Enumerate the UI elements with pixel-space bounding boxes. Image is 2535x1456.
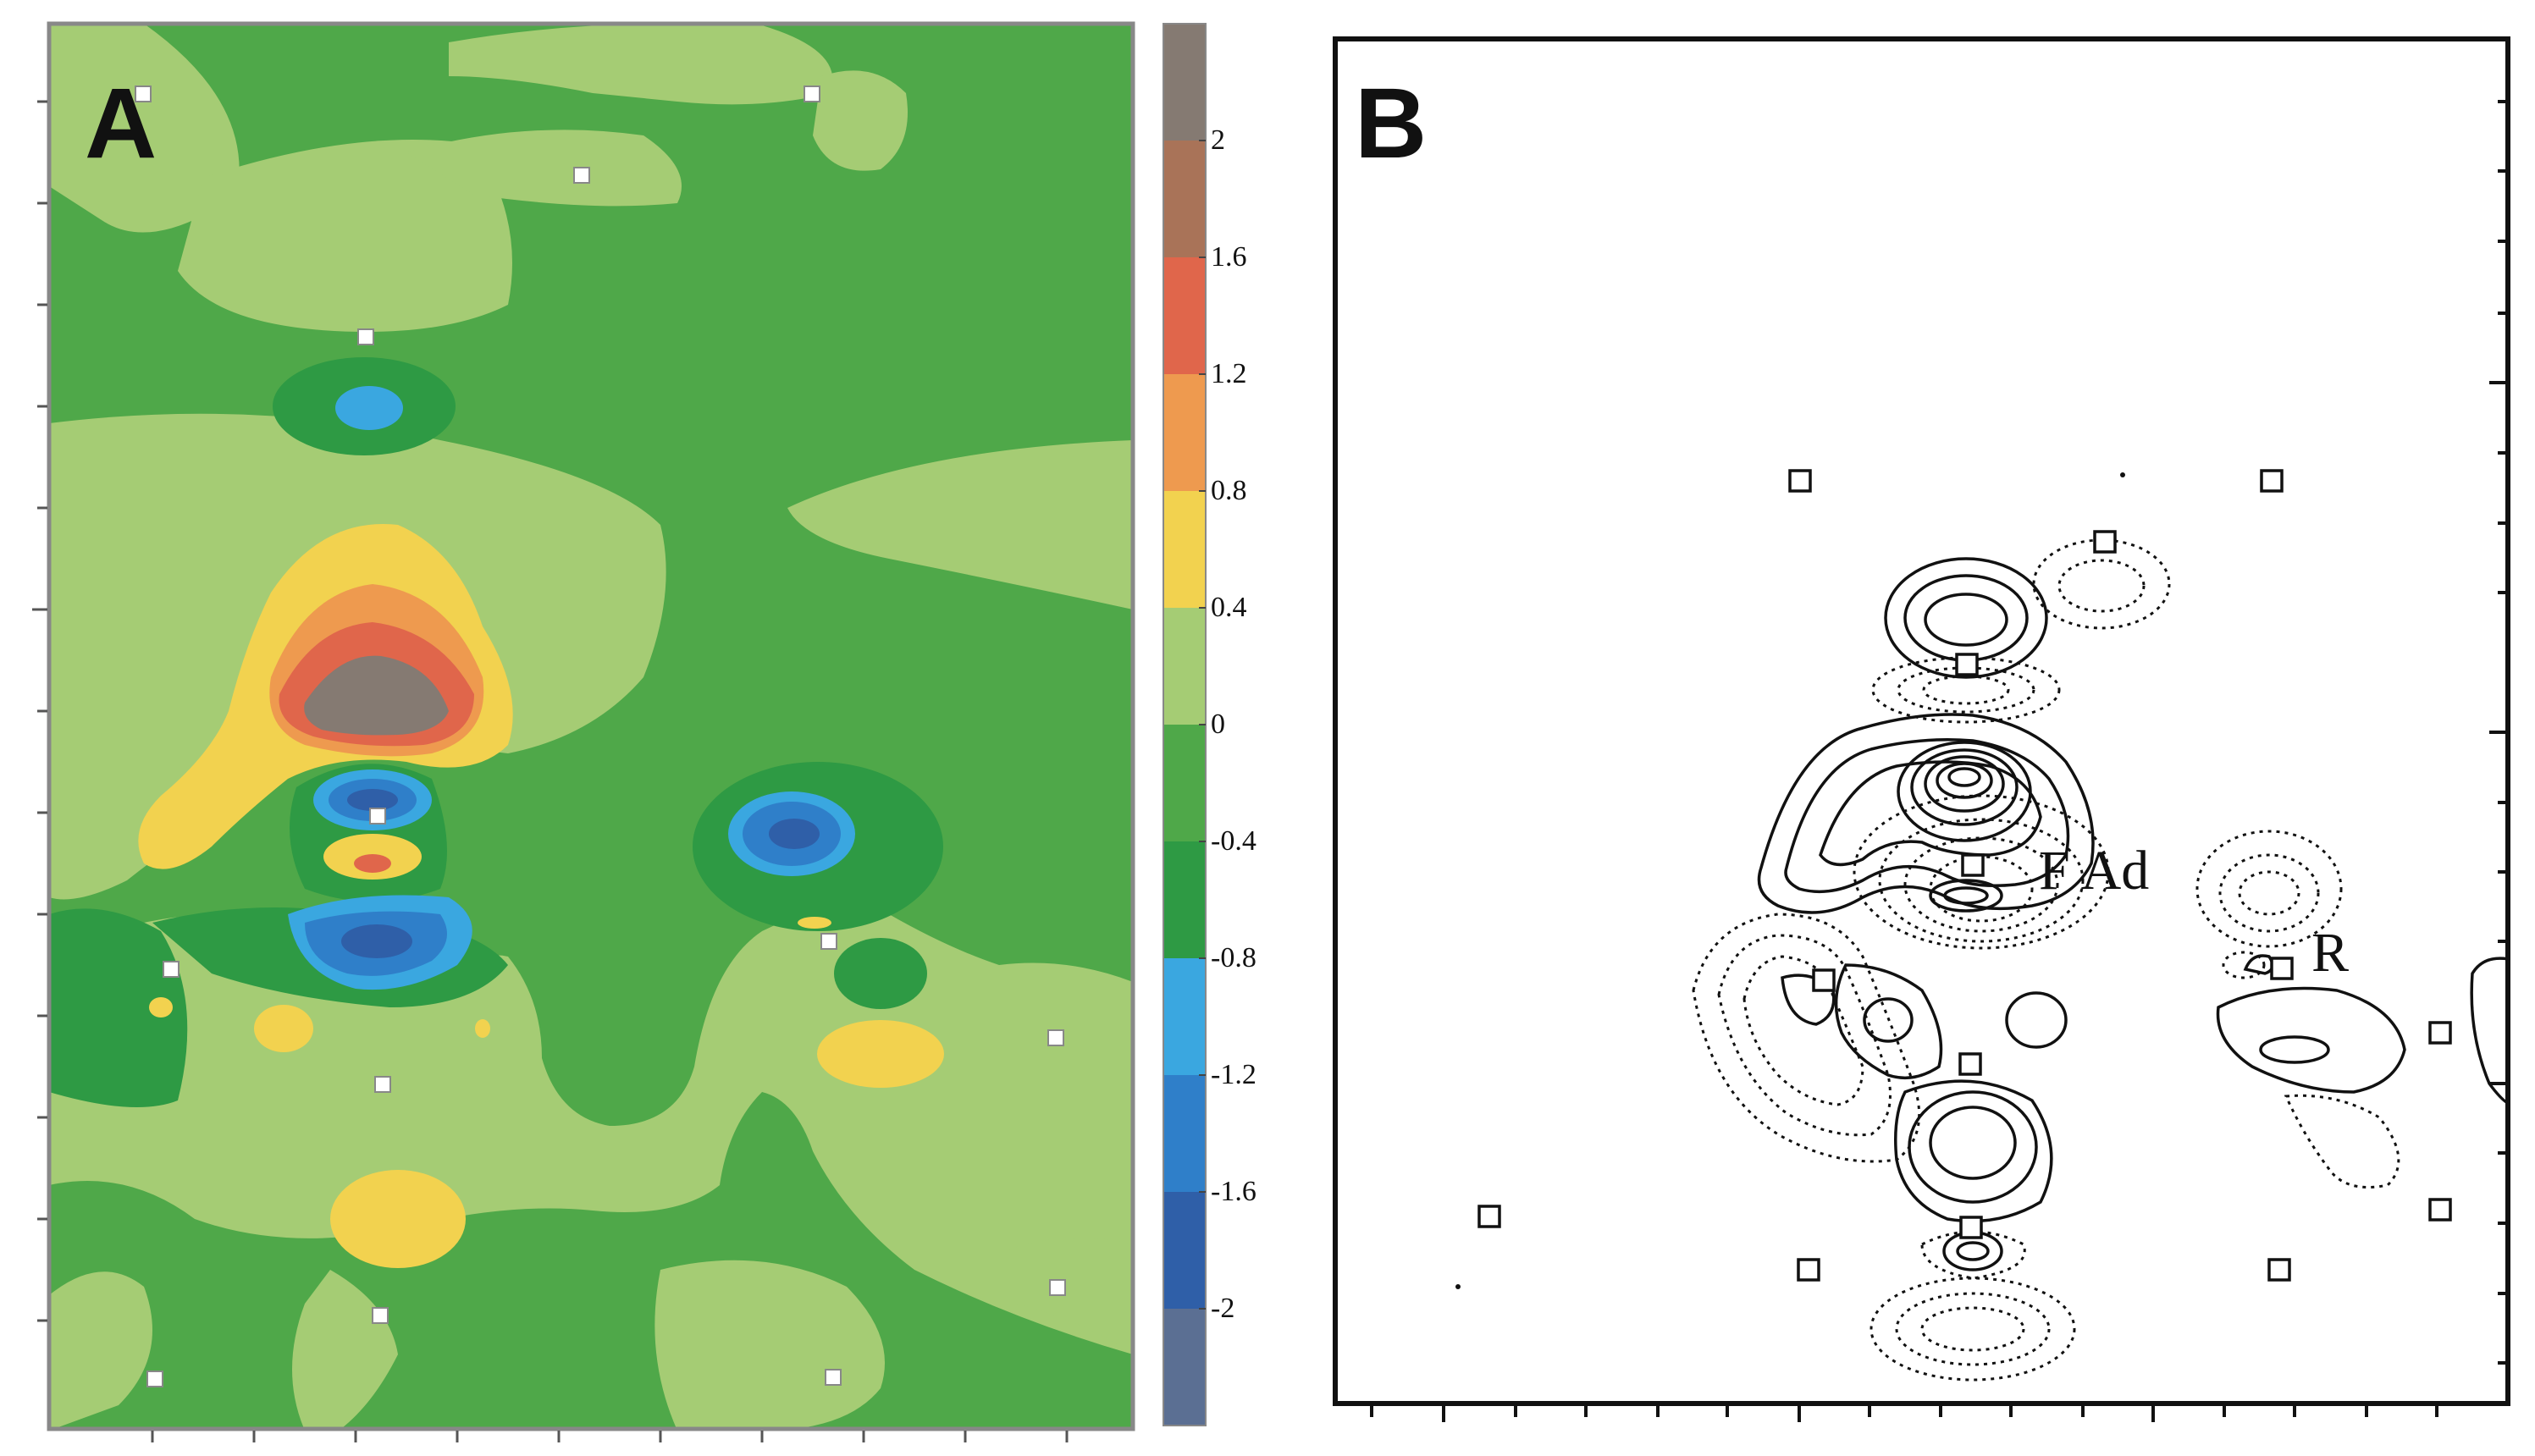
colorbar-band	[1163, 725, 1206, 842]
colorbar-tick-label: 2	[1211, 124, 1225, 156]
colorbar-tick-label: 1.2	[1211, 358, 1247, 389]
atom-markers-b	[1477, 469, 2452, 1282]
panel-a-contour-map	[49, 24, 1133, 1429]
panel-a-frame	[47, 21, 1135, 1431]
tiny-dots	[1455, 472, 2125, 1289]
colorbar-band	[1163, 1075, 1206, 1193]
panel-b-ticks	[1370, 100, 2508, 1422]
colorbar-band	[1163, 608, 1206, 725]
navy-regions	[341, 789, 820, 958]
panel-b: F Ad R B	[1333, 36, 2510, 1422]
colorbar-tick-label: 0.8	[1211, 475, 1247, 506]
colorbar-band	[1163, 374, 1206, 492]
f-ad-label: F Ad	[2039, 840, 2149, 902]
panel-b-contour-plot	[1455, 469, 2508, 1382]
panel-a-ticks	[32, 100, 1069, 1442]
colorbar-band	[1163, 491, 1206, 609]
panel-b-letter: B	[1355, 68, 1427, 179]
r-label: R	[2311, 922, 2349, 984]
colorbar-tick-label: -1.6	[1211, 1176, 1256, 1207]
colorbar-tick-label: 0	[1211, 709, 1225, 740]
atom-markers-a	[135, 85, 1066, 1387]
colorbar-tick-label: 0.4	[1211, 592, 1247, 623]
red-spot	[354, 854, 391, 873]
solid-contours	[1757, 557, 2508, 1271]
colorbar-band	[1163, 1192, 1206, 1310]
dashed-contours	[1692, 538, 2400, 1382]
brown-region	[304, 655, 449, 736]
colorbar-tick-label: -2	[1211, 1293, 1234, 1324]
colorbar-tick-label: -1.2	[1211, 1059, 1256, 1090]
colorbar-band	[1163, 958, 1206, 1076]
colorbar-tick-label: -0.8	[1211, 942, 1256, 973]
colorbar-band	[1163, 841, 1206, 959]
colorbar-tick-label: -0.4	[1211, 825, 1256, 857]
panel-a-colorbar: 2 1.6 1.2 0.8 0.4 0 -0.4 -0.8 -1.2 -1.6 -2	[1163, 23, 1256, 1426]
colorbar-band	[1163, 24, 1206, 141]
colorbar-band	[1163, 1309, 1206, 1426]
panel-b-frame	[1333, 36, 2510, 1406]
colorbar-tick-label: 1.6	[1211, 241, 1247, 273]
colorbar-band	[1163, 141, 1206, 258]
panel-a-letter: A	[85, 68, 157, 179]
colorbar-band	[1163, 257, 1206, 375]
panel-a: A 2 1.6 1.2 0.8 0.4 0 -0.4 -0.8 -1.2 -1.6 -2	[32, 21, 1256, 1442]
